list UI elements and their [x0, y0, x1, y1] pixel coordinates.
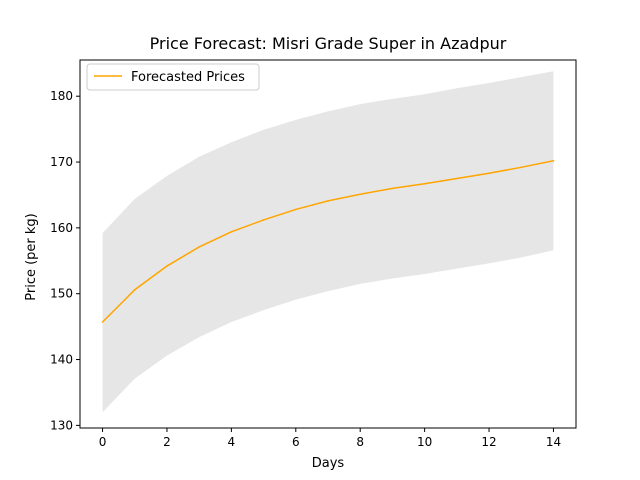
data-point-day-13	[520, 166, 523, 169]
data-point-day-1	[133, 288, 136, 291]
data-point-day-2	[166, 265, 168, 267]
legend-box	[86, 63, 260, 91]
data-point-day-10	[423, 182, 426, 185]
x-tick-label: 8	[356, 435, 364, 449]
data-point-day-14	[552, 159, 555, 162]
y-tick-label: 140	[50, 353, 73, 367]
series-line-layer	[101, 159, 555, 323]
x-tick-label: 2	[163, 435, 171, 449]
data-point-day-8	[359, 193, 362, 196]
x-axis-label: Days	[312, 456, 345, 471]
data-point-day-9	[391, 187, 394, 190]
data-point-day-0	[101, 321, 104, 323]
y-tick-label: 150	[50, 287, 73, 301]
x-tick-label: 14	[546, 435, 561, 449]
data-point-day-12	[488, 172, 490, 175]
x-axis: 0 2 4 6 8 10 12 14	[99, 428, 561, 449]
data-point-day-5	[262, 219, 265, 221]
data-point-day-7	[327, 200, 329, 202]
y-tick-label: 170	[50, 155, 73, 169]
confidence-band-layer	[102, 71, 554, 413]
legend: Forecasted Prices	[86, 63, 260, 91]
x-tick-label: 0	[99, 435, 107, 449]
legend-entry-forecasted-prices: Forecasted Prices	[131, 70, 245, 85]
y-axis-label: Price (per kg)	[24, 213, 39, 301]
confidence-band	[102, 71, 554, 413]
chart-title: Price Forecast: Misri Grade Super in Aza…	[150, 34, 507, 53]
data-point-day-6	[294, 208, 297, 211]
x-tick-label: 4	[228, 435, 236, 449]
y-tick-label: 180	[50, 89, 73, 103]
x-tick-label: 10	[417, 435, 432, 449]
x-tick-label: 12	[481, 435, 496, 449]
data-point-day-4	[230, 231, 233, 233]
y-tick-label: 130	[50, 418, 73, 432]
x-tick-label: 6	[292, 435, 300, 449]
data-point-day-3	[198, 246, 200, 248]
y-tick-label: 160	[50, 221, 73, 235]
plot-area	[79, 59, 577, 429]
y-axis: 130 140 150 160 170 180	[50, 89, 80, 432]
data-point-day-11	[456, 177, 458, 180]
